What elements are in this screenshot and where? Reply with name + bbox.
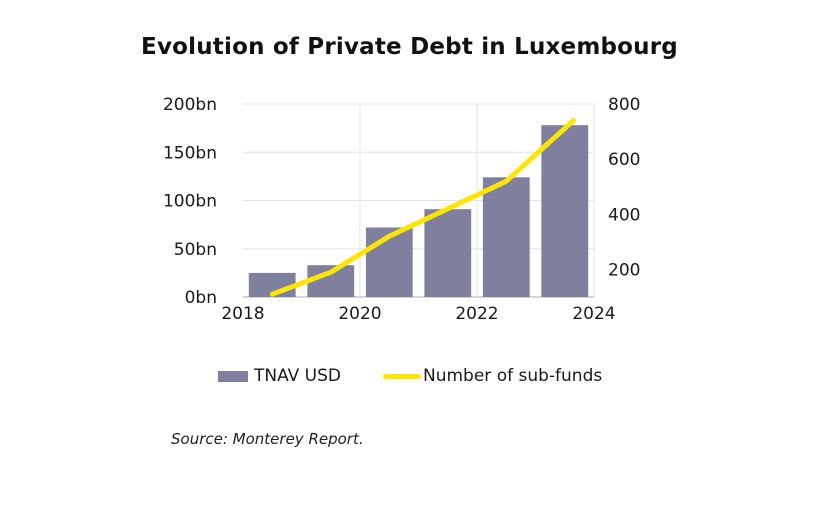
y-right-tick-label-2: 600 [608,150,640,170]
line-number-of-sub-funds [269,118,576,297]
legend-item-subfunds: Number of sub-funds [383,362,602,390]
bar-2024 [541,125,589,297]
x-tick-label-3: 2024 [572,304,615,324]
chart-legend: TNAV USD Number of sub-funds [0,362,819,390]
y-left-tick-label-0: 0bn [185,288,217,308]
y-left-tick-label-4: 200bn [163,95,217,115]
chart-plot: 0bn 50bn 100bn 150bn 200bn 200 400 600 800 2018 20… [163,95,640,324]
bar-2023 [482,177,530,297]
y-right-tick-label-3: 800 [608,95,640,115]
y-left-tick-label-1: 50bn [174,240,217,260]
legend-swatch-bar [218,370,248,382]
legend-swatch-line [383,373,421,379]
x-tick-label-2: 2022 [455,304,498,324]
y-right-tick-label-1: 400 [608,205,640,225]
legend-label-subfunds: Number of sub-funds [423,366,603,386]
x-tick-label-1: 2020 [338,304,381,324]
y-left-tick-label-2: 100bn [163,192,217,212]
source-note: Source: Monterey Report. [171,430,364,448]
legend-label-tnav: TNAV USD [254,366,342,386]
bar-2022 [424,209,472,297]
x-tick-label-0: 2018 [221,304,264,324]
y-left-tick-label-3: 150bn [163,143,217,163]
y-right-tick-label-0: 200 [608,260,640,280]
legend-item-tnav: TNAV USD [218,362,341,390]
chart-title: Evolution of Private Debt in Luxembourg [141,34,678,60]
